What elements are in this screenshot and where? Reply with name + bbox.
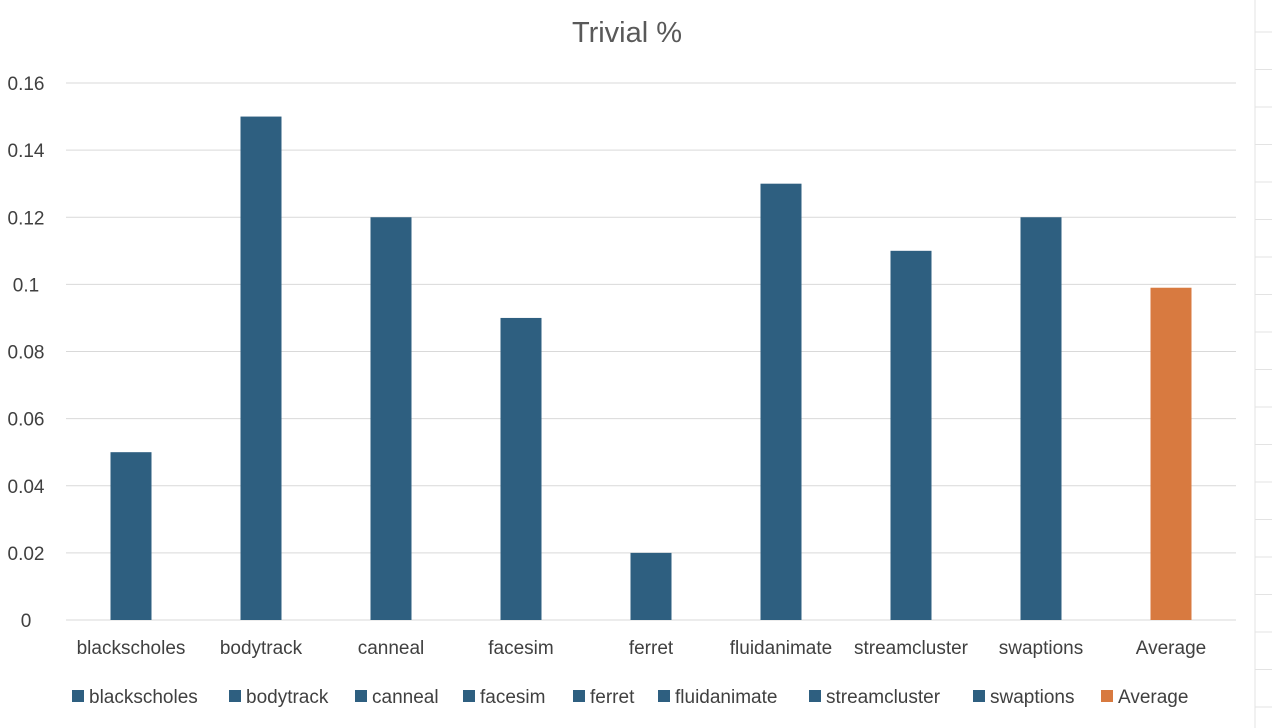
legend-label: bodytrack — [246, 687, 329, 708]
legend-swatch — [229, 690, 241, 702]
bar-canneal — [370, 217, 412, 620]
bar-fluidanimate — [760, 183, 802, 620]
y-tick-label: 0.16 — [8, 74, 45, 95]
y-tick-label: 0.02 — [8, 544, 45, 565]
legend-label: facesim — [480, 687, 545, 708]
legend-label: fluidanimate — [675, 687, 777, 708]
y-tick-label: 0.04 — [8, 477, 45, 498]
legend-label: Average — [1118, 687, 1188, 708]
legend-label: ferret — [590, 687, 635, 708]
legend-swatch — [1101, 690, 1113, 702]
x-tick-label: Average — [1136, 638, 1206, 659]
legend-swatch — [463, 690, 475, 702]
x-tick-label: canneal — [358, 638, 425, 659]
x-tick-label: fluidanimate — [730, 638, 832, 659]
bar-ferret — [630, 552, 672, 620]
legend-swatch — [658, 690, 670, 702]
legend-label: swaptions — [990, 687, 1075, 708]
legend-swatch — [355, 690, 367, 702]
legend: blackscholes bodytrack canneal facesim ferre… — [72, 687, 1188, 708]
bar-swaptions — [1020, 217, 1062, 620]
x-tick-label: ferret — [629, 638, 674, 659]
bars — [110, 116, 1192, 620]
y-tick-label: 0.1 — [13, 275, 39, 296]
legend-swatch — [573, 690, 585, 702]
y-tick-label: 0.08 — [8, 343, 45, 364]
bar-streamcluster — [890, 250, 932, 620]
x-tick-label: swaptions — [999, 638, 1084, 659]
legend-label: streamcluster — [826, 687, 941, 708]
x-tick-label: facesim — [488, 638, 553, 659]
spreadsheet-gridlines — [1254, 0, 1272, 728]
legend-label: canneal — [372, 687, 439, 708]
y-tick-label: 0.14 — [8, 141, 45, 162]
y-tick-label: 0.06 — [8, 410, 45, 431]
bar-blackscholes — [110, 452, 152, 620]
bar-facesim — [500, 317, 542, 620]
legend-label: blackscholes — [89, 687, 198, 708]
bar-bodytrack — [240, 116, 282, 620]
x-axis-category-labels: blackscholes bodytrack canneal facesim ferre… — [77, 638, 1207, 659]
legend-swatch — [809, 690, 821, 702]
bar-average — [1150, 287, 1192, 620]
y-tick-label: 0.12 — [8, 208, 45, 229]
x-tick-label: bodytrack — [220, 638, 303, 659]
legend-swatch — [973, 690, 985, 702]
x-tick-label: streamcluster — [854, 638, 969, 659]
chart-title: Trivial % — [572, 17, 682, 49]
legend-swatch — [72, 690, 84, 702]
x-tick-label: blackscholes — [77, 638, 186, 659]
y-tick-label: 0 — [21, 611, 32, 632]
y-axis-tick-labels: 0 0.02 0.04 0.06 0.08 0.1 0.12 0.14 0.16 — [8, 74, 45, 632]
